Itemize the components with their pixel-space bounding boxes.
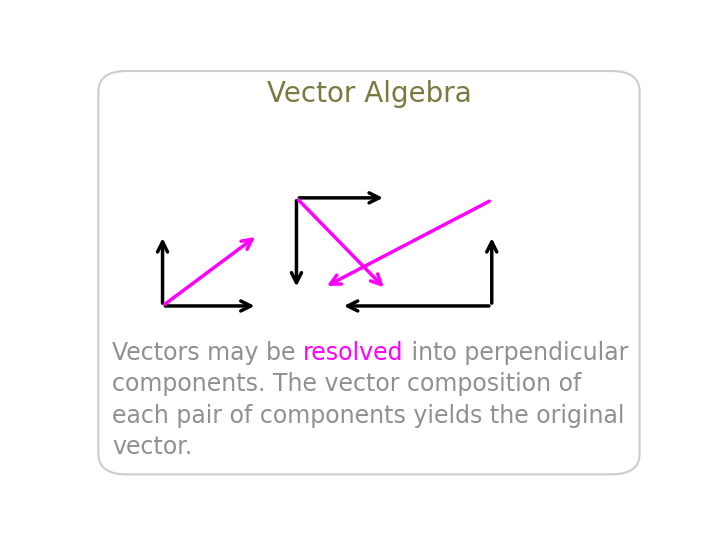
Text: components. The vector composition of: components. The vector composition of — [112, 373, 582, 396]
Text: vector.: vector. — [112, 435, 192, 459]
FancyBboxPatch shape — [99, 71, 639, 474]
Text: resolved: resolved — [303, 341, 404, 365]
Text: into perpendicular: into perpendicular — [404, 341, 628, 365]
Text: Vectors may be: Vectors may be — [112, 341, 303, 365]
Text: Vector Algebra: Vector Algebra — [266, 80, 472, 108]
Text: each pair of components yields the original: each pair of components yields the origi… — [112, 404, 625, 428]
